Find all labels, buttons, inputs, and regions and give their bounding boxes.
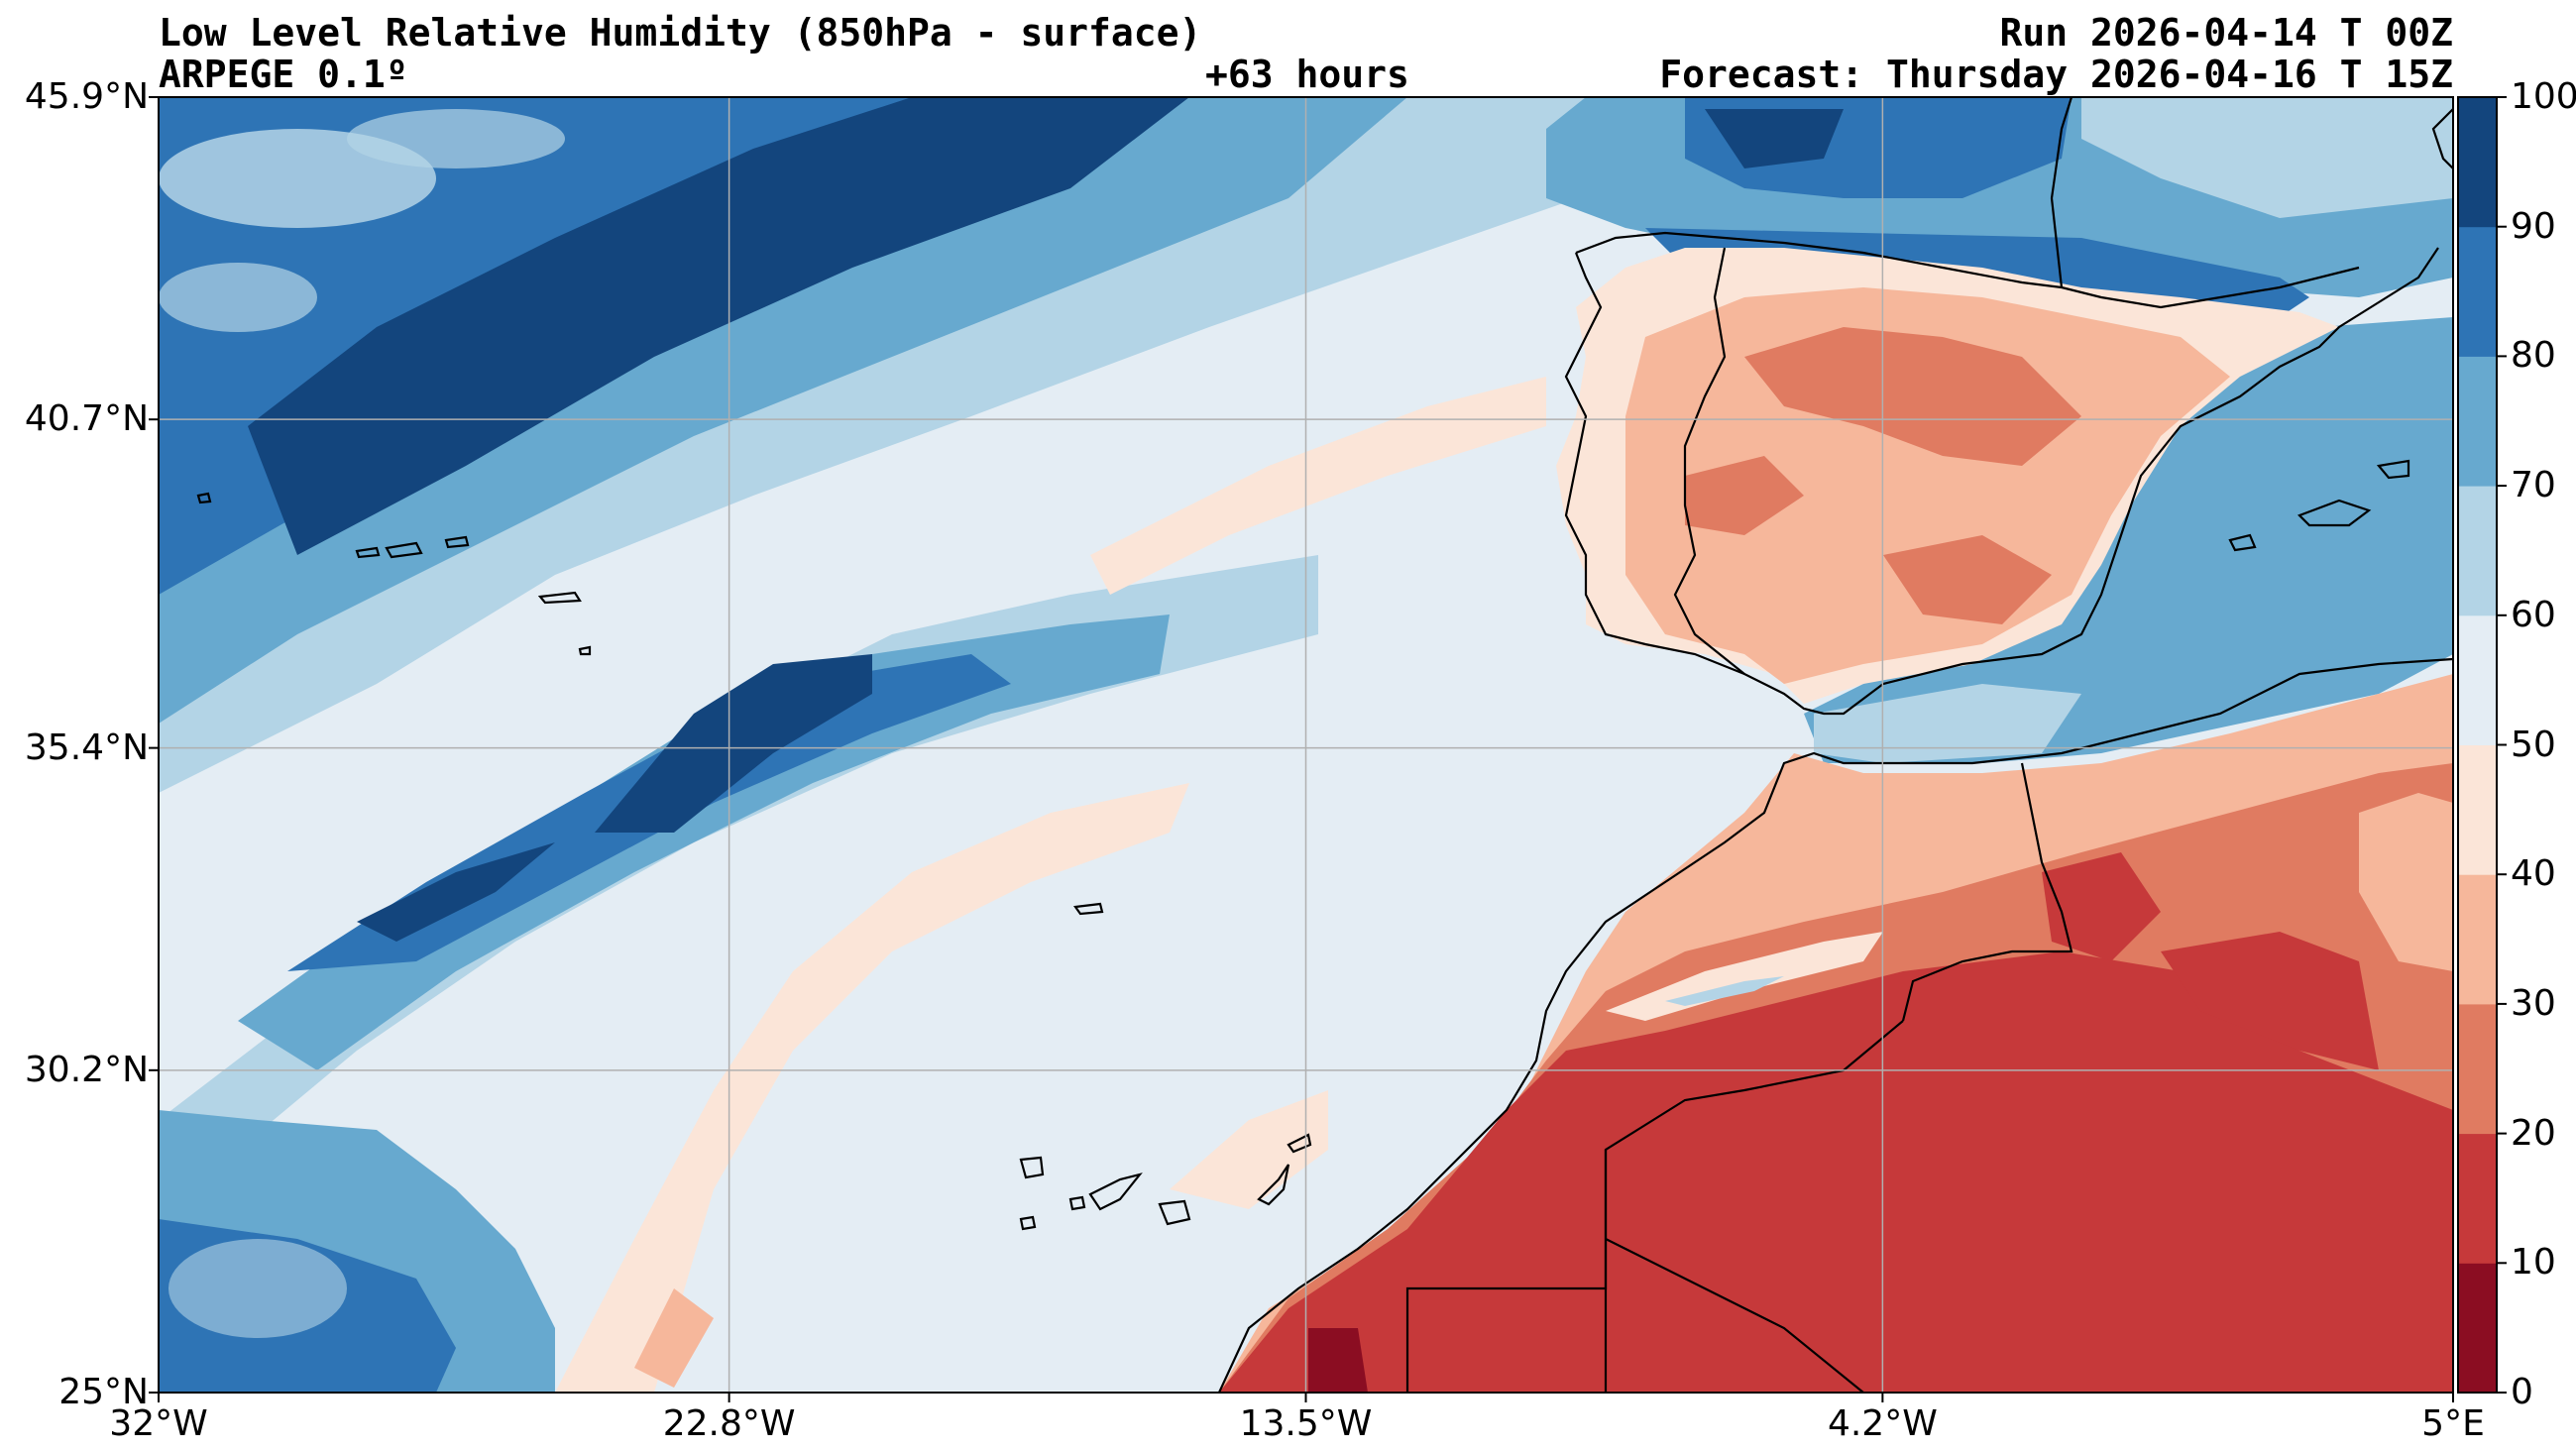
- fuerteventura: [1257, 1164, 1290, 1206]
- france-coast: [2050, 97, 2073, 288]
- lat-tick-label: 40.7°N: [24, 398, 149, 440]
- lon-tick-label: 13.5°W: [1239, 1403, 1373, 1444]
- colorbar-segment: [2458, 614, 2497, 745]
- azores-1: [196, 492, 212, 504]
- menorca: [2376, 459, 2410, 480]
- madeira: [1073, 902, 1104, 916]
- colorbar-tick-label: 50: [2511, 724, 2556, 765]
- lead-time-label: +63 hours: [1205, 53, 1409, 96]
- lat-tick-label: 25°N: [58, 1372, 149, 1412]
- lanzarote: [1287, 1133, 1312, 1154]
- lat-tick-label: 45.9°N: [24, 76, 149, 117]
- la-palma: [1019, 1156, 1045, 1179]
- forecast-label: Forecast: Thursday 2026-04-16 T 15Z: [1659, 53, 2453, 96]
- africa-coast: [1218, 657, 2453, 1393]
- azores-2: [355, 546, 381, 559]
- lat-tick-label: 35.4°N: [24, 726, 149, 768]
- axis-ticks: [149, 96, 2454, 1402]
- mauritania-border: [1405, 1150, 1608, 1393]
- colorbar-segment: [2458, 226, 2497, 357]
- model-label: ARPEGE 0.1º: [159, 53, 408, 96]
- azores-5: [537, 591, 582, 605]
- cantabrian-coast: [1575, 231, 2063, 289]
- coastlines: [196, 97, 2453, 1393]
- mallorca: [2297, 499, 2372, 527]
- iberia-coast: [1564, 247, 2439, 716]
- lon-tick-label: 4.2°W: [1827, 1403, 1938, 1444]
- pyrenees-border: [2061, 266, 2360, 309]
- colorbar-segment: [2458, 1263, 2497, 1394]
- colorbar-segment: [2458, 1003, 2497, 1135]
- azores-3: [385, 541, 423, 559]
- colorbar-segment: [2458, 874, 2497, 1005]
- colorbar-segment: [2458, 744, 2497, 875]
- azores-4: [444, 535, 470, 549]
- colorbar-segment: [2458, 356, 2497, 487]
- lat-tick-label: 30.2°N: [24, 1049, 149, 1090]
- corsica-edge: [2431, 108, 2453, 169]
- la-gomera: [1068, 1195, 1086, 1211]
- colorbar-tick-label: 90: [2511, 205, 2556, 247]
- colorbar-tick-label: 80: [2511, 335, 2556, 377]
- tenerife: [1088, 1173, 1143, 1211]
- colorbar-tick-label: 10: [2511, 1242, 2556, 1284]
- lon-tick-label: 5°E: [2421, 1403, 2485, 1444]
- colorbar-tick-label: 20: [2511, 1112, 2556, 1154]
- ibiza: [2228, 533, 2257, 552]
- colorbar-tick-label: 0: [2511, 1372, 2533, 1412]
- lon-tick-label: 22.8°W: [662, 1403, 796, 1444]
- colorbar-segment: [2458, 1133, 2497, 1264]
- morocco-algeria-border: [1901, 762, 2073, 1022]
- map-title: Low Level Relative Humidity (850hPa - su…: [159, 11, 1202, 55]
- colorbar-tick-label: 30: [2511, 982, 2556, 1024]
- colorbar-tick-label: 40: [2511, 853, 2556, 895]
- run-label: Run 2026-04-14 T 00Z: [1999, 11, 2453, 55]
- colorbar: [2457, 96, 2507, 1394]
- algeria-mali-border: [1605, 1238, 1864, 1393]
- azores-6: [578, 645, 592, 656]
- lon-tick-label: 32°W: [109, 1403, 208, 1444]
- colorbar-segment: [2458, 97, 2497, 228]
- portugal-border: [1673, 247, 1745, 675]
- colorbar-tick-label: 100: [2511, 76, 2576, 117]
- gridlines: [159, 97, 2453, 1393]
- colorbar-tick-label: 60: [2511, 594, 2556, 635]
- el-hierro: [1019, 1215, 1037, 1231]
- gran-canaria: [1158, 1199, 1191, 1226]
- colorbar-tick-label: 70: [2511, 465, 2556, 506]
- colorbar-segment: [2458, 486, 2497, 616]
